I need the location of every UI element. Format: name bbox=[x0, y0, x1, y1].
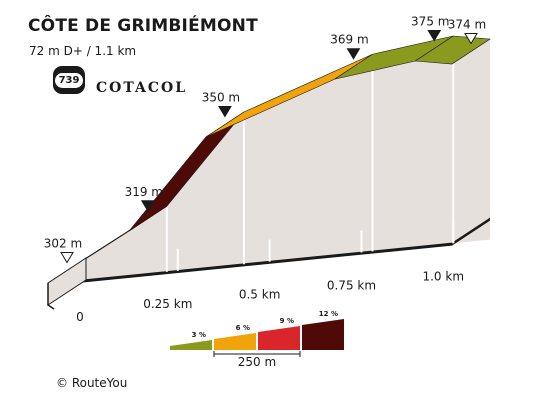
elevation-marker bbox=[464, 33, 478, 45]
legend-swatch bbox=[214, 333, 256, 350]
elevation-label: 374 m bbox=[448, 18, 486, 32]
legend-label: 6 % bbox=[236, 324, 250, 332]
elevation-marker bbox=[140, 200, 155, 212]
x-tick-label: 0.75 km bbox=[327, 278, 376, 292]
legend-label: 9 % bbox=[280, 317, 294, 325]
cotacol-logo-text: COTACOL bbox=[96, 80, 188, 96]
profile-side-face bbox=[86, 36, 490, 280]
elevation-label: 302 m bbox=[44, 237, 82, 251]
elevation-label: 375 m bbox=[411, 15, 449, 29]
legend-label: 12 % bbox=[319, 310, 338, 318]
elevation-label: 319 m bbox=[125, 185, 163, 199]
elevation-marker bbox=[218, 106, 232, 118]
cotacol-badge: 739 bbox=[53, 66, 85, 94]
elevation-marker bbox=[346, 48, 361, 60]
elevation-marker bbox=[427, 30, 442, 42]
legend-swatch bbox=[258, 326, 300, 350]
elevation-label: 369 m bbox=[330, 33, 368, 47]
cotacol-number: 739 bbox=[54, 72, 84, 88]
profile-start-edge bbox=[47, 283, 55, 310]
x-tick-label: 0.25 km bbox=[143, 297, 192, 311]
elevation-marker bbox=[60, 252, 74, 264]
profile-floor bbox=[48, 217, 490, 286]
x-tick-label: 1.0 km bbox=[422, 269, 464, 283]
climb-stats: 72 m D+ / 1.1 km bbox=[29, 44, 137, 58]
legend-label: 3 % bbox=[192, 331, 206, 339]
profile-start-face bbox=[47, 257, 87, 306]
copyright-notice: © RouteYou bbox=[56, 376, 128, 390]
scale-label: 250 m bbox=[238, 355, 276, 369]
x-tick-label: 0 bbox=[76, 310, 84, 324]
legend-swatch bbox=[302, 319, 344, 350]
legend-swatch bbox=[170, 340, 212, 350]
elevation-label: 350 m bbox=[202, 91, 240, 105]
x-tick-label: 0.5 km bbox=[239, 288, 281, 302]
climb-title: CÔTE DE GRIMBIÉMONT bbox=[28, 16, 258, 36]
